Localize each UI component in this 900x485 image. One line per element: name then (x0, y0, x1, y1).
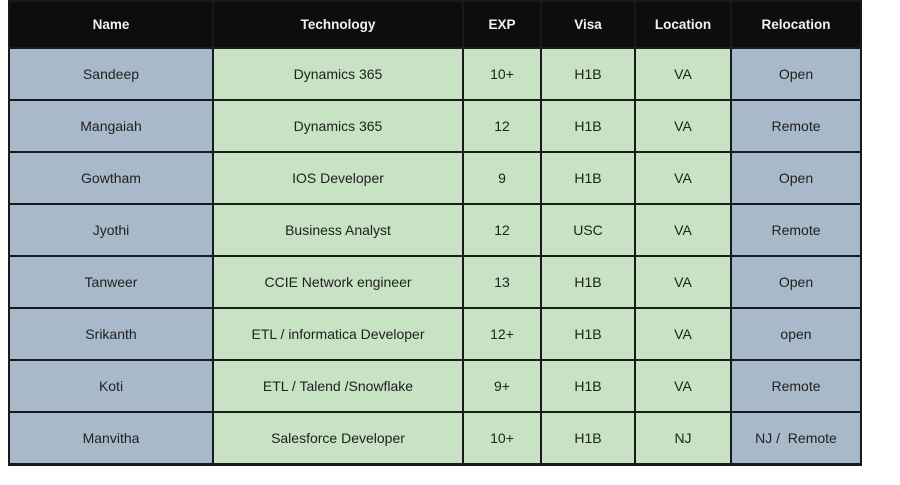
cell-visa: H1B (540, 359, 636, 413)
table-row: Mangaiah Dynamics 365 12 H1B VA Remote (8, 99, 862, 153)
cell-location: VA (634, 359, 732, 413)
candidates-table-container: Name Technology EXP Visa Location Reloca… (8, 0, 862, 466)
header-cell-technology: Technology (212, 0, 464, 49)
header-cell-exp: EXP (462, 0, 542, 49)
cell-relocation: Remote (730, 99, 862, 153)
cell-relocation: Open (730, 151, 862, 205)
cell-exp: 12 (462, 203, 542, 257)
cell-name: Sandeep (8, 47, 214, 101)
cell-visa: H1B (540, 255, 636, 309)
table-row: Koti ETL / Talend /Snowflake 9+ H1B VA R… (8, 359, 862, 413)
cell-visa: USC (540, 203, 636, 257)
cell-name: Gowtham (8, 151, 214, 205)
header-cell-name: Name (8, 0, 214, 49)
cell-relocation: Open (730, 47, 862, 101)
cell-relocation: Remote (730, 359, 862, 413)
header-cell-relocation: Relocation (730, 0, 862, 49)
table-row: Jyothi Business Analyst 12 USC VA Remote (8, 203, 862, 257)
cell-visa: H1B (540, 47, 636, 101)
table-header: Name Technology EXP Visa Location Reloca… (8, 0, 862, 49)
cell-exp: 9+ (462, 359, 542, 413)
cell-visa: H1B (540, 411, 636, 466)
cell-name: Jyothi (8, 203, 214, 257)
cell-location: VA (634, 99, 732, 153)
cell-location: VA (634, 255, 732, 309)
cell-relocation: NJ / Remote (730, 411, 862, 466)
cell-technology: CCIE Network engineer (212, 255, 464, 309)
cell-exp: 9 (462, 151, 542, 205)
cell-exp: 12 (462, 99, 542, 153)
cell-name: Mangaiah (8, 99, 214, 153)
cell-visa: H1B (540, 307, 636, 361)
table-row: Srikanth ETL / informatica Developer 12+… (8, 307, 862, 361)
table-body: Sandeep Dynamics 365 10+ H1B VA Open Man… (8, 47, 862, 466)
cell-exp: 10+ (462, 411, 542, 466)
cell-exp: 13 (462, 255, 542, 309)
cell-relocation: open (730, 307, 862, 361)
candidates-table: Name Technology EXP Visa Location Reloca… (8, 0, 862, 466)
cell-technology: Dynamics 365 (212, 99, 464, 153)
header-cell-visa: Visa (540, 0, 636, 49)
cell-relocation: Open (730, 255, 862, 309)
cell-location: VA (634, 307, 732, 361)
cell-name: Manvitha (8, 411, 214, 466)
cell-technology: Dynamics 365 (212, 47, 464, 101)
cell-visa: H1B (540, 99, 636, 153)
cell-technology: ETL / Talend /Snowflake (212, 359, 464, 413)
cell-location: VA (634, 47, 732, 101)
cell-location: NJ (634, 411, 732, 466)
cell-technology: ETL / informatica Developer (212, 307, 464, 361)
cell-visa: H1B (540, 151, 636, 205)
header-cell-location: Location (634, 0, 732, 49)
header-row: Name Technology EXP Visa Location Reloca… (8, 0, 862, 49)
cell-location: VA (634, 203, 732, 257)
cell-technology: Business Analyst (212, 203, 464, 257)
cell-technology: IOS Developer (212, 151, 464, 205)
table-row: Gowtham IOS Developer 9 H1B VA Open (8, 151, 862, 205)
cell-name: Srikanth (8, 307, 214, 361)
cell-exp: 12+ (462, 307, 542, 361)
table-row: Sandeep Dynamics 365 10+ H1B VA Open (8, 47, 862, 101)
cell-name: Tanweer (8, 255, 214, 309)
cell-name: Koti (8, 359, 214, 413)
cell-relocation: Remote (730, 203, 862, 257)
table-row: Tanweer CCIE Network engineer 13 H1B VA … (8, 255, 862, 309)
cell-technology: Salesforce Developer (212, 411, 464, 466)
cell-location: VA (634, 151, 732, 205)
cell-exp: 10+ (462, 47, 542, 101)
table-row: Manvitha Salesforce Developer 10+ H1B NJ… (8, 411, 862, 466)
